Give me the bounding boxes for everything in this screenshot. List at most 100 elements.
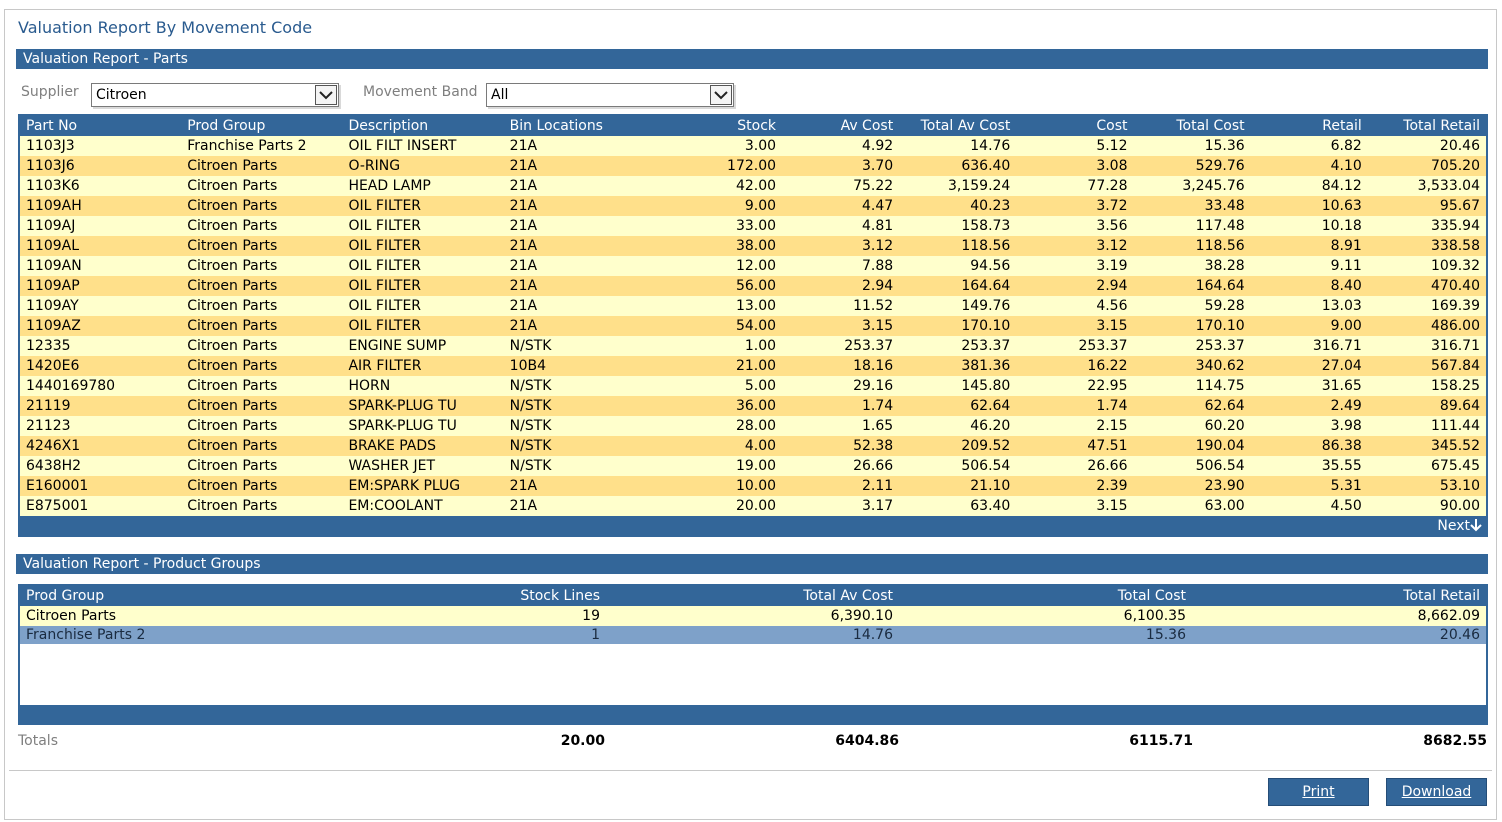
cell-stock: 3.00	[664, 136, 783, 156]
cell-prod-group: Citroen Parts	[181, 396, 343, 416]
table-row[interactable]: 1109AP Citroen Parts OIL FILTER 21A 56.00 2.9…	[20, 276, 1486, 296]
table-row[interactable]: 1109AJ Citroen Parts OIL FILTER 21A 33.00 4.8…	[20, 216, 1486, 236]
table-row[interactable]: 1109AN Citroen Parts OIL FILTER 21A 12.00 7.8…	[20, 256, 1486, 276]
cell-bin-location: 21A	[503, 236, 665, 256]
table-row[interactable]: E875001 Citroen Parts EM:COOLANT 21A 20.00 3.…	[20, 496, 1486, 516]
cell-stock: 4.00	[664, 436, 783, 456]
cell-prod-group: Citroen Parts	[181, 436, 343, 456]
cell-description: SPARK-PLUG TU	[342, 396, 504, 416]
cell-av-cost: 18.16	[782, 356, 900, 376]
cell-stock: 28.00	[664, 416, 783, 436]
cell-stock: 1.00	[664, 336, 783, 356]
cell-av-cost: 3.15	[782, 316, 900, 336]
cell-total-retail: 3,533.04	[1367, 176, 1486, 196]
supplier-select[interactable]: Citroen	[91, 83, 339, 107]
cell-total-cost: 15.36	[1133, 136, 1251, 156]
cell-av-cost: 29.16	[782, 376, 900, 396]
column-header-stock[interactable]: Stock	[664, 116, 783, 136]
cell-cost: 3.08	[1016, 156, 1134, 176]
parts-table-body: 1103J3 Franchise Parts 2 OIL FILT INSERT 21…	[20, 136, 1486, 516]
table-row[interactable]: 1103J3 Franchise Parts 2 OIL FILT INSERT 21…	[20, 136, 1486, 156]
cell-bin-location: N/STK	[503, 376, 665, 396]
table-row[interactable]: 12335 Citroen Parts ENGINE SUMP N/STK 1.00 25…	[20, 336, 1486, 356]
cell-bin-location: 21A	[503, 156, 665, 176]
cell-bin-location: 21A	[503, 296, 665, 316]
column-header-stock-lines[interactable]: Stock Lines	[313, 586, 606, 606]
cell-prod-group: Citroen Parts	[181, 456, 343, 476]
table-row[interactable]: 1103K6 Citroen Parts HEAD LAMP 21A 42.00 75.2…	[20, 176, 1486, 196]
column-header-description[interactable]: Description	[342, 116, 504, 136]
cell-av-cost: 4.92	[782, 136, 900, 156]
table-row[interactable]: 1420E6 Citroen Parts AIR FILTER 10B4 21.00 18…	[20, 356, 1486, 376]
column-header-total-cost[interactable]: Total Cost	[1133, 116, 1251, 136]
chevron-down-icon[interactable]	[315, 85, 337, 105]
column-header-cost[interactable]: Cost	[1016, 116, 1134, 136]
cell-prod-group: Citroen Parts	[181, 156, 343, 176]
cell-total-cost: 253.37	[1133, 336, 1251, 356]
cell-description: BRAKE PADS	[342, 436, 504, 456]
cell-total-retail: 90.00	[1367, 496, 1486, 516]
movement-band-select[interactable]: All	[486, 83, 734, 107]
cell-total-av-cost: 381.36	[899, 356, 1017, 376]
cell-retail: 8.91	[1250, 236, 1368, 256]
cell-stock: 36.00	[664, 396, 783, 416]
cell-part-no: 1109AJ	[20, 216, 182, 236]
cell-total-retail: 705.20	[1367, 156, 1486, 176]
column-header-total-retail[interactable]: Total Retail	[1192, 586, 1486, 606]
cell-total-cost: 340.62	[1133, 356, 1251, 376]
cell-total-retail: 567.84	[1367, 356, 1486, 376]
cell-prod-group: Franchise Parts 2	[20, 626, 313, 644]
cell-total-retail: 335.94	[1367, 216, 1486, 236]
totals-total-cost: 6115.71	[1129, 733, 1193, 749]
column-header-total-retail[interactable]: Total Retail	[1367, 116, 1486, 136]
cell-av-cost: 75.22	[782, 176, 900, 196]
table-row[interactable]: 21119 Citroen Parts SPARK-PLUG TU N/STK 36.0…	[20, 396, 1486, 416]
arrow-down-icon	[1470, 519, 1482, 532]
column-header-total-cost[interactable]: Total Cost	[899, 586, 1192, 606]
column-header-retail[interactable]: Retail	[1250, 116, 1368, 136]
print-button[interactable]: Print	[1268, 778, 1369, 806]
cell-prod-group: Citroen Parts	[181, 196, 343, 216]
table-row[interactable]: 4246X1 Citroen Parts BRAKE PADS N/STK 4.00 52…	[20, 436, 1486, 456]
table-row[interactable]: 6438H2 Citroen Parts WASHER JET N/STK 19.00 2…	[20, 456, 1486, 476]
cell-part-no: 21119	[20, 396, 182, 416]
totals-total-retail: 8682.55	[1423, 733, 1487, 749]
table-row[interactable]: 1109AZ Citroen Parts OIL FILTER 21A 54.00 3.1…	[20, 316, 1486, 336]
cell-retail: 86.38	[1250, 436, 1368, 456]
column-header-part-no[interactable]: Part No	[20, 116, 182, 136]
table-row[interactable]: Citroen Parts 19 6,390.10 6,100.35 8,662.09	[20, 606, 1486, 626]
cell-part-no: 1103J6	[20, 156, 182, 176]
column-header-bin-locations[interactable]: Bin Locations	[503, 116, 665, 136]
cell-total-cost: 506.54	[1133, 456, 1251, 476]
cell-cost: 47.51	[1016, 436, 1134, 456]
cell-prod-group: Citroen Parts	[181, 216, 343, 236]
cell-part-no: 1103J3	[20, 136, 182, 156]
table-row[interactable]: Franchise Parts 2 1 14.76 15.36 20.46	[20, 626, 1486, 644]
parts-table: Part No Prod Group Description Bin Locat…	[20, 116, 1486, 516]
cell-av-cost: 11.52	[782, 296, 900, 316]
table-row[interactable]: E160001 Citroen Parts EM:SPARK PLUG 21A 10.0…	[20, 476, 1486, 496]
download-button[interactable]: Download	[1386, 778, 1487, 806]
cell-description: AIR FILTER	[342, 356, 504, 376]
cell-description: OIL FILT INSERT	[342, 136, 504, 156]
column-header-prod-group[interactable]: Prod Group	[181, 116, 343, 136]
cell-prod-group: Citroen Parts	[181, 256, 343, 276]
cell-stock: 172.00	[664, 156, 783, 176]
parts-grid: Part No Prod Group Description Bin Locat…	[18, 114, 1488, 537]
column-header-prod-group[interactable]: Prod Group	[20, 586, 313, 606]
table-row[interactable]: 1109AH Citroen Parts OIL FILTER 21A 9.00 4.47…	[20, 196, 1486, 216]
next-page-link[interactable]: Next	[1437, 518, 1482, 534]
cell-prod-group: Citroen Parts	[181, 376, 343, 396]
cell-retail: 4.50	[1250, 496, 1368, 516]
column-header-av-cost[interactable]: Av Cost	[782, 116, 900, 136]
table-row[interactable]: 1103J6 Citroen Parts O-RING 21A 172.00 3.70 63…	[20, 156, 1486, 176]
chevron-down-icon[interactable]	[710, 85, 732, 105]
cell-retail: 9.00	[1250, 316, 1368, 336]
table-row[interactable]: 1440169780 Citroen Parts HORN N/STK 5.00 29.1…	[20, 376, 1486, 396]
table-row[interactable]: 21123 Citroen Parts SPARK-PLUG TU N/STK 28.0…	[20, 416, 1486, 436]
cell-total-cost: 60.20	[1133, 416, 1251, 436]
table-row[interactable]: 1109AL Citroen Parts OIL FILTER 21A 38.00 3.1…	[20, 236, 1486, 256]
column-header-total-av-cost[interactable]: Total Av Cost	[606, 586, 899, 606]
table-row[interactable]: 1109AY Citroen Parts OIL FILTER 21A 13.00 11.…	[20, 296, 1486, 316]
column-header-total-av-cost[interactable]: Total Av Cost	[899, 116, 1017, 136]
